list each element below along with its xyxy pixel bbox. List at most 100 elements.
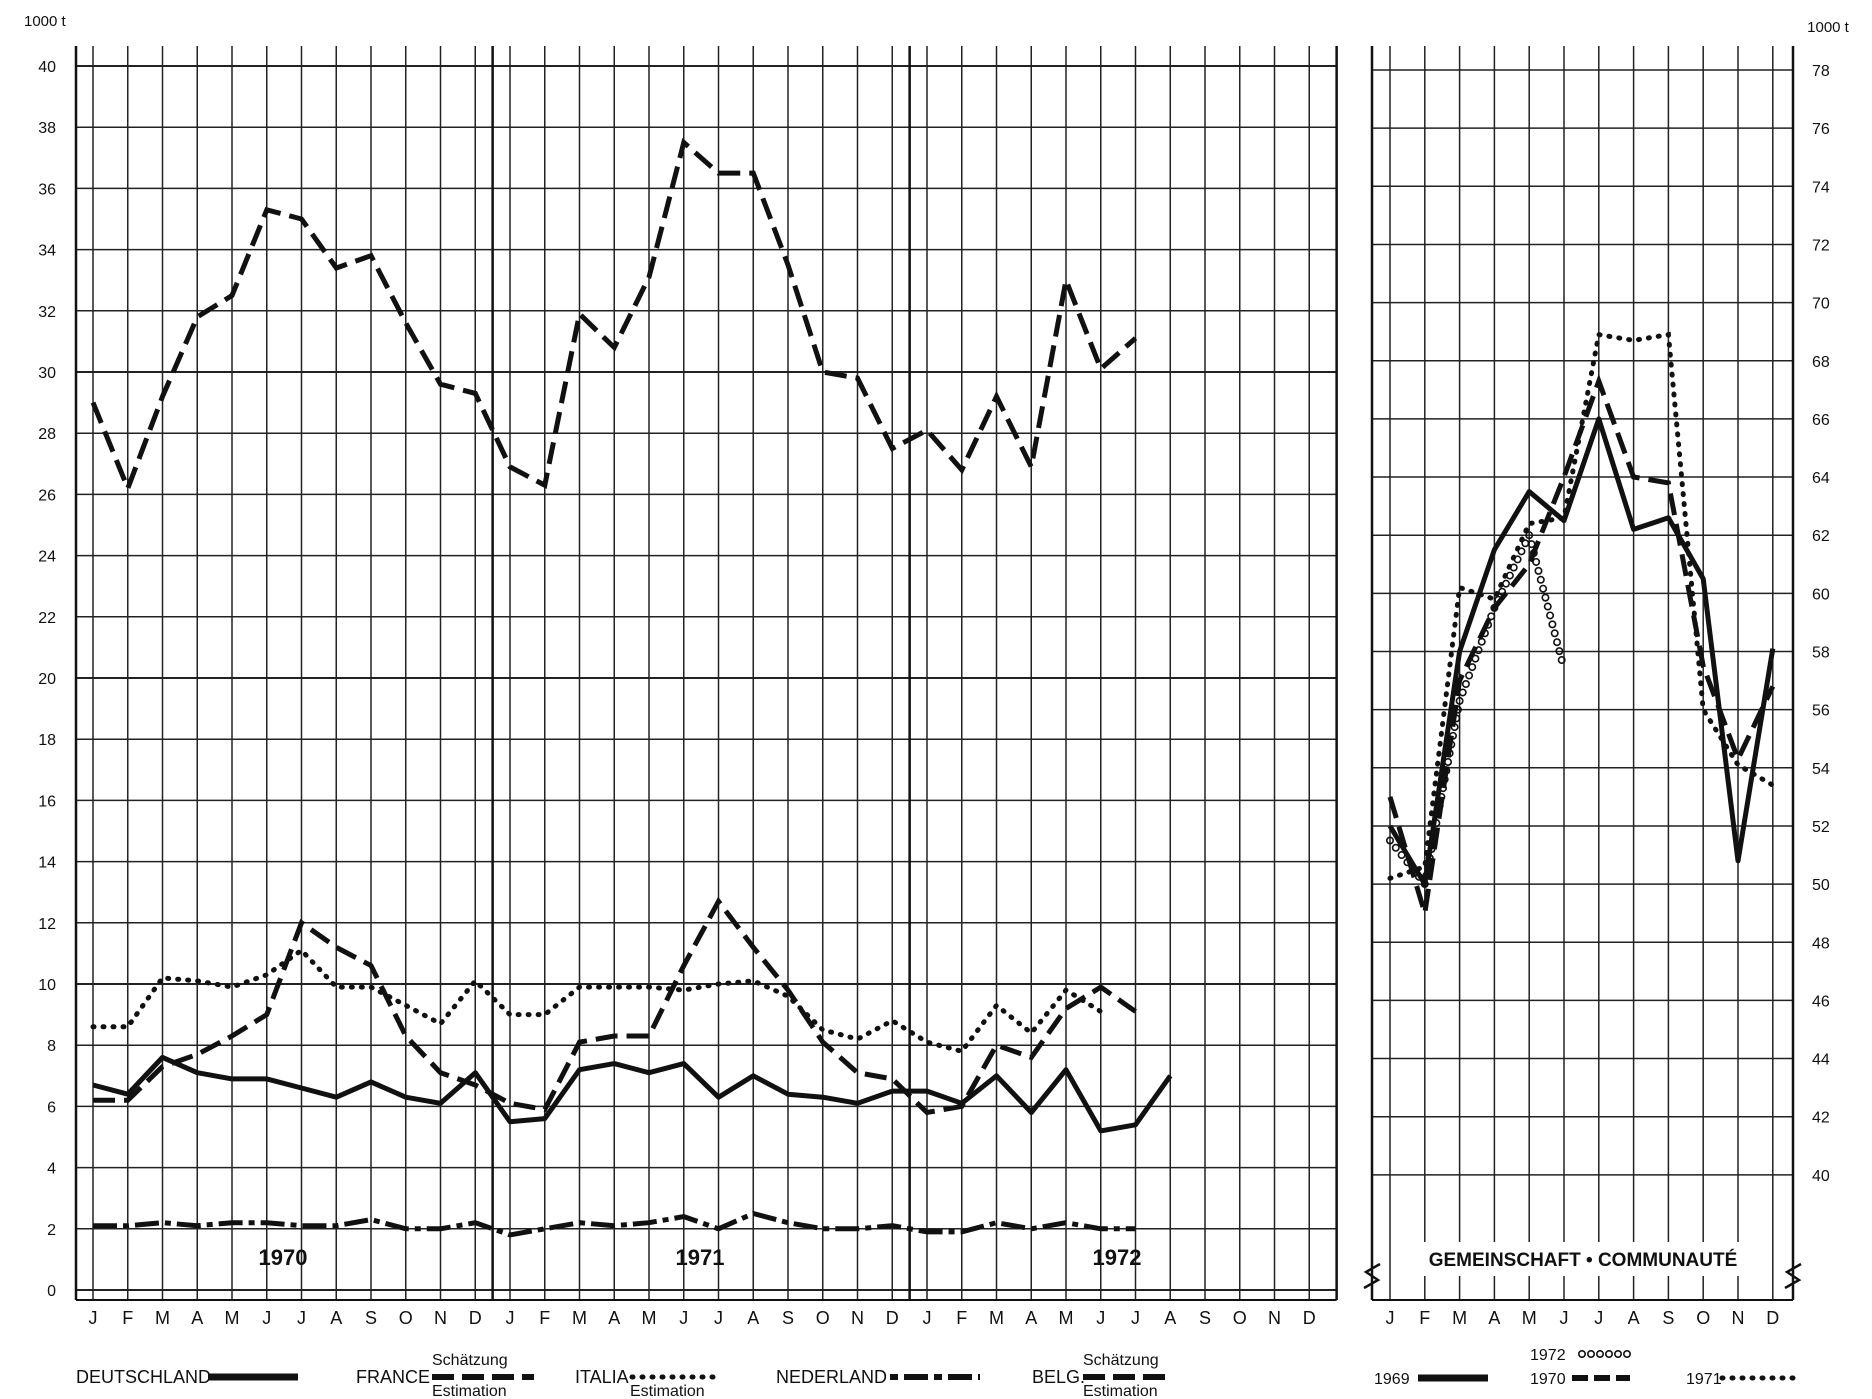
left-month-tick-label: M: [225, 1308, 240, 1328]
right-series-1972-marker: [1429, 836, 1438, 845]
right-series-1972-marker: [1490, 603, 1499, 612]
left-month-tick-label: J: [923, 1308, 932, 1328]
right-series-1972-marker: [1444, 757, 1453, 766]
right-y-tick-label: 60: [1812, 586, 1830, 603]
left-month-tick-label: M: [1059, 1308, 1074, 1328]
right-series-1972-marker: [1447, 740, 1456, 749]
right-series-1972-marker: [1550, 629, 1559, 638]
community-caption-bg: [1405, 1242, 1765, 1276]
right-y-tick-label: 72: [1812, 237, 1830, 254]
right-month-tick-label: O: [1696, 1308, 1710, 1328]
right-series-1972-marker: [1513, 555, 1522, 564]
right-series-1972-marker: [1434, 810, 1443, 819]
right-series-1972-marker: [1557, 656, 1566, 665]
right-y-tick-label: 68: [1812, 354, 1830, 371]
left-y-tick-label: 32: [38, 304, 56, 321]
left-month-tick-label: J: [1131, 1308, 1140, 1328]
legend-1972-circle: [1596, 1350, 1605, 1359]
right-series-1972-marker: [1468, 663, 1477, 672]
right-series-1972-marker: [1494, 595, 1503, 604]
left-y-tick-label: 22: [38, 610, 56, 627]
right-panel-grid: [1372, 46, 1793, 1300]
left-y-tick-label: 24: [38, 549, 56, 566]
right-month-tick-label: F: [1419, 1308, 1430, 1328]
left-month-tick-label: A: [191, 1308, 203, 1328]
left-y-tick-label: 38: [38, 120, 56, 137]
right-series-1972-marker: [1543, 602, 1552, 611]
right-y-tick-label: 66: [1812, 412, 1830, 429]
right-series-1972-marker: [1539, 584, 1548, 593]
left-month-tick-label: D: [1303, 1308, 1316, 1328]
left-month-tick-label: S: [1199, 1308, 1211, 1328]
right-series-1970: [1387, 373, 1776, 914]
right-series-1972: [1386, 531, 1566, 889]
left-month-tick-label: A: [1025, 1308, 1037, 1328]
legend-label-1972: 1972: [1530, 1347, 1566, 1364]
legend-1972-circle: [1605, 1350, 1614, 1359]
right-series-1972-marker: [1484, 620, 1493, 629]
right-month-tick-label: A: [1628, 1308, 1640, 1328]
left-y-tick-label: 26: [38, 487, 56, 504]
left-y-tick-label: 8: [47, 1038, 56, 1055]
right-month-tick-label: J: [1386, 1308, 1395, 1328]
left-month-tick-label: S: [365, 1308, 377, 1328]
legend-1972-circle: [1614, 1350, 1623, 1359]
left-month-tick-label: J: [679, 1308, 688, 1328]
right-unit-label: 1000 t: [1807, 19, 1850, 36]
left-month-tick-label: O: [1233, 1308, 1247, 1328]
legend-label-belg: BELG.: [1032, 1367, 1085, 1387]
community-caption: GEMEINSCHAFT • COMMUNAUTÉ: [1429, 1249, 1738, 1271]
right-series-1972-marker: [1487, 612, 1496, 621]
right-series-1972-marker: [1432, 819, 1441, 828]
right-series-1972-marker: [1435, 801, 1444, 810]
right-series-1972-marker: [1525, 531, 1534, 540]
right-series-1972-marker: [1450, 723, 1459, 732]
right-series-1972-marker: [1430, 827, 1439, 836]
left-y-tick-label: 30: [38, 365, 56, 382]
right-series-1972-marker: [1409, 865, 1418, 874]
legend: DEUTSCHLAND FRANCE Schätzung Estimation …: [76, 1347, 1799, 1399]
left-series-belg: [93, 896, 1137, 1116]
left-month-tick-label: N: [851, 1308, 864, 1328]
right-panel-series: [1386, 331, 1776, 914]
left-series-italia: [90, 947, 1104, 1055]
left-month-tick-label: S: [782, 1308, 794, 1328]
right-series-1972-marker: [1498, 587, 1507, 596]
legend-note-belg-de: Schätzung: [1083, 1352, 1159, 1369]
right-series-1972-marker: [1505, 571, 1514, 580]
right-series-1972-marker: [1448, 731, 1457, 740]
right-series-1972-marker: [1386, 836, 1395, 845]
right-y-tick-label: 56: [1812, 703, 1830, 720]
right-series-1972-marker: [1445, 749, 1454, 758]
right-y-tick-label: 58: [1812, 645, 1830, 662]
left-month-tick-label: F: [122, 1308, 133, 1328]
right-month-tick-label: D: [1766, 1308, 1779, 1328]
right-series-1972-marker: [1439, 784, 1448, 793]
legend-note-france-de: Schätzung: [432, 1352, 508, 1369]
right-y-tick-label: 64: [1812, 470, 1830, 487]
break-mark-left: [1363, 1262, 1381, 1290]
right-y-tick-label: 40: [1812, 1168, 1830, 1185]
left-series-nederland: [93, 1210, 1136, 1238]
right-y-tick-label: 76: [1812, 121, 1830, 138]
legend-note-italia: Estimation: [630, 1383, 705, 1399]
left-month-tick-label: D: [469, 1308, 482, 1328]
right-series-1971: [1387, 331, 1776, 881]
left-y-tick-label: 10: [38, 977, 56, 994]
year-label-1972: 1972: [1093, 1245, 1142, 1270]
left-month-tick-label: O: [399, 1308, 413, 1328]
right-y-tick-label: 78: [1812, 63, 1830, 80]
left-month-tick-label: J: [714, 1308, 723, 1328]
left-month-tick-label: M: [642, 1308, 657, 1328]
legend-label-nederland: NEDERLAND: [776, 1367, 887, 1387]
right-series-1972-marker: [1555, 647, 1564, 656]
right-series-1972-marker: [1474, 646, 1483, 655]
right-series-1972-marker: [1527, 540, 1536, 549]
right-y-tick-label: 70: [1812, 296, 1830, 313]
right-month-tick-label: M: [1452, 1308, 1467, 1328]
right-y-tick-label: 44: [1812, 1052, 1830, 1069]
right-series-1972-marker: [1415, 872, 1424, 881]
left-panel-series: [90, 137, 1173, 1238]
